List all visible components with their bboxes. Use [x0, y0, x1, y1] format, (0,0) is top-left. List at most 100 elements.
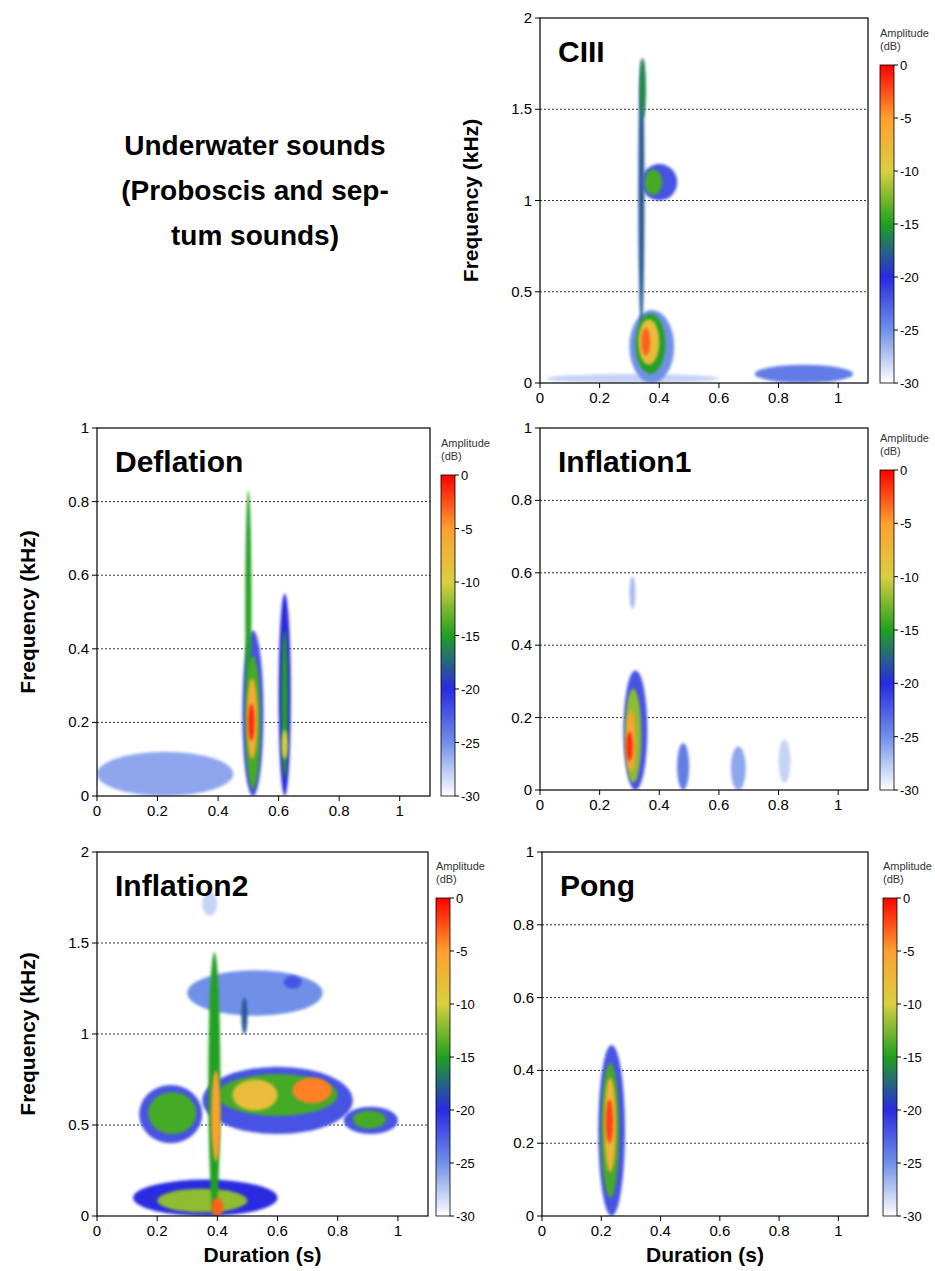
y-tick-label: 0.2	[68, 713, 89, 730]
plot-frame	[540, 428, 868, 790]
colorbar-tick	[450, 1004, 454, 1005]
colorbar-tick	[450, 898, 454, 899]
x-tick	[339, 796, 340, 801]
y-tick	[535, 500, 540, 501]
colorbar-tick	[894, 383, 898, 384]
x-tick	[542, 1216, 543, 1221]
colorbar	[883, 898, 897, 1216]
y-tick	[92, 1125, 97, 1126]
y-tick	[92, 1216, 97, 1217]
spectro-cell	[279, 594, 291, 796]
spectro-cell	[641, 328, 650, 355]
y-tick-label: 0.2	[513, 1134, 534, 1151]
x-tick-label: 0.6	[268, 802, 289, 819]
panel: 00.20.40.60.8100.20.40.60.81DeflationFre…	[16, 419, 490, 819]
spectro-cell	[641, 164, 677, 201]
y-tick-label: 0	[526, 1207, 534, 1224]
colorbar-tick-label: -5	[461, 522, 473, 537]
x-tick-label: 1	[834, 389, 842, 406]
y-tick-label: 1	[526, 843, 534, 860]
y-tick-label: 1.5	[68, 934, 89, 951]
x-tick	[218, 796, 219, 801]
spectro-cell	[625, 689, 641, 783]
x-tick-label: 0	[538, 1222, 546, 1239]
colorbar-tick	[894, 277, 898, 278]
colorbar-title-line: Amplitude	[880, 27, 929, 39]
spectro-cell	[755, 365, 853, 383]
colorbar-tick-label: -30	[903, 1209, 922, 1224]
colorbar-tick	[455, 689, 459, 690]
colorbar-tick	[897, 1163, 901, 1164]
x-tick-label: 0.6	[708, 389, 729, 406]
colorbar-tick-label: -15	[903, 1050, 922, 1065]
colorbar-title: Amplitude(dB)	[441, 437, 490, 462]
y-tick	[535, 291, 540, 292]
spectro-cell	[282, 730, 288, 759]
y-tick	[92, 1034, 97, 1035]
grid-line	[540, 645, 868, 646]
colorbar-title-line: (dB)	[441, 450, 462, 462]
figure-title: (Proboscis and sep-	[121, 175, 389, 206]
x-tick	[599, 790, 600, 795]
spectro-cell	[604, 1078, 616, 1173]
colorbar-tick-label: -25	[903, 1156, 922, 1171]
colorbar-tick-label: -5	[900, 111, 912, 126]
spectro-cell	[293, 1078, 332, 1103]
x-tick	[399, 796, 400, 801]
cells	[623, 576, 790, 790]
colorbar-tick	[894, 171, 898, 172]
x-tick-label: 0.2	[147, 802, 168, 819]
spectro-cell	[245, 656, 260, 788]
spectro-cell	[635, 314, 665, 374]
y-tick-label: 0.5	[511, 283, 532, 300]
cells	[546, 58, 853, 383]
x-tick	[97, 796, 98, 801]
spectro-cell	[344, 1107, 398, 1134]
colorbar-tick	[894, 118, 898, 119]
y-tick-label: 0	[524, 781, 532, 798]
colorbar	[436, 898, 450, 1216]
spectro-cell	[282, 630, 288, 777]
colorbar-tick	[897, 1110, 901, 1111]
x-tick	[719, 1216, 720, 1221]
colorbar-tick	[455, 796, 459, 797]
x-tick-label: 0	[93, 802, 101, 819]
x-tick-label: 1	[394, 1222, 402, 1239]
grid-line	[97, 501, 430, 502]
x-tick-label: 0.4	[208, 802, 229, 819]
colorbar-title: Amplitude(dB)	[880, 432, 929, 457]
x-tick	[718, 790, 719, 795]
x-tick-label: 0.8	[327, 1222, 348, 1239]
colorbar-tick	[450, 1163, 454, 1164]
y-tick	[92, 852, 97, 853]
colorbar-tick	[894, 630, 898, 631]
y-tick-label: 0.8	[511, 491, 532, 508]
colorbar-tick-label: -25	[900, 323, 919, 338]
colorbar-tick-label: -30	[900, 376, 919, 391]
colorbar-tick-label: -25	[461, 736, 480, 751]
spectro-cell	[232, 1080, 277, 1111]
colorbar-tick	[450, 1216, 454, 1217]
spectro-cell	[623, 671, 647, 790]
colorbar-tick	[894, 470, 898, 471]
panel-title: CIII	[558, 35, 605, 68]
colorbar-title-line: Amplitude	[436, 860, 485, 872]
x-tick	[278, 796, 279, 801]
x-tick-label: 1	[396, 802, 404, 819]
colorbar-tick-label: -20	[900, 676, 919, 691]
y-tick-label: 2	[524, 9, 532, 26]
colorbar-tick-label: -20	[461, 682, 480, 697]
plot-frame	[97, 852, 428, 1216]
x-tick-label: 0.8	[329, 802, 350, 819]
plot-bg	[542, 852, 868, 1216]
x-tick-label: 0.2	[591, 1222, 612, 1239]
x-tick	[217, 1216, 218, 1221]
plot-bg	[540, 428, 868, 790]
x-tick-label: 0.8	[768, 389, 789, 406]
y-tick-label: 1	[524, 192, 532, 209]
colorbar-tick	[897, 1057, 901, 1058]
y-tick-label: 1	[524, 419, 532, 436]
colorbar-tick	[455, 742, 459, 743]
y-tick-label: 0.6	[68, 566, 89, 583]
spectro-cell	[217, 1074, 337, 1116]
